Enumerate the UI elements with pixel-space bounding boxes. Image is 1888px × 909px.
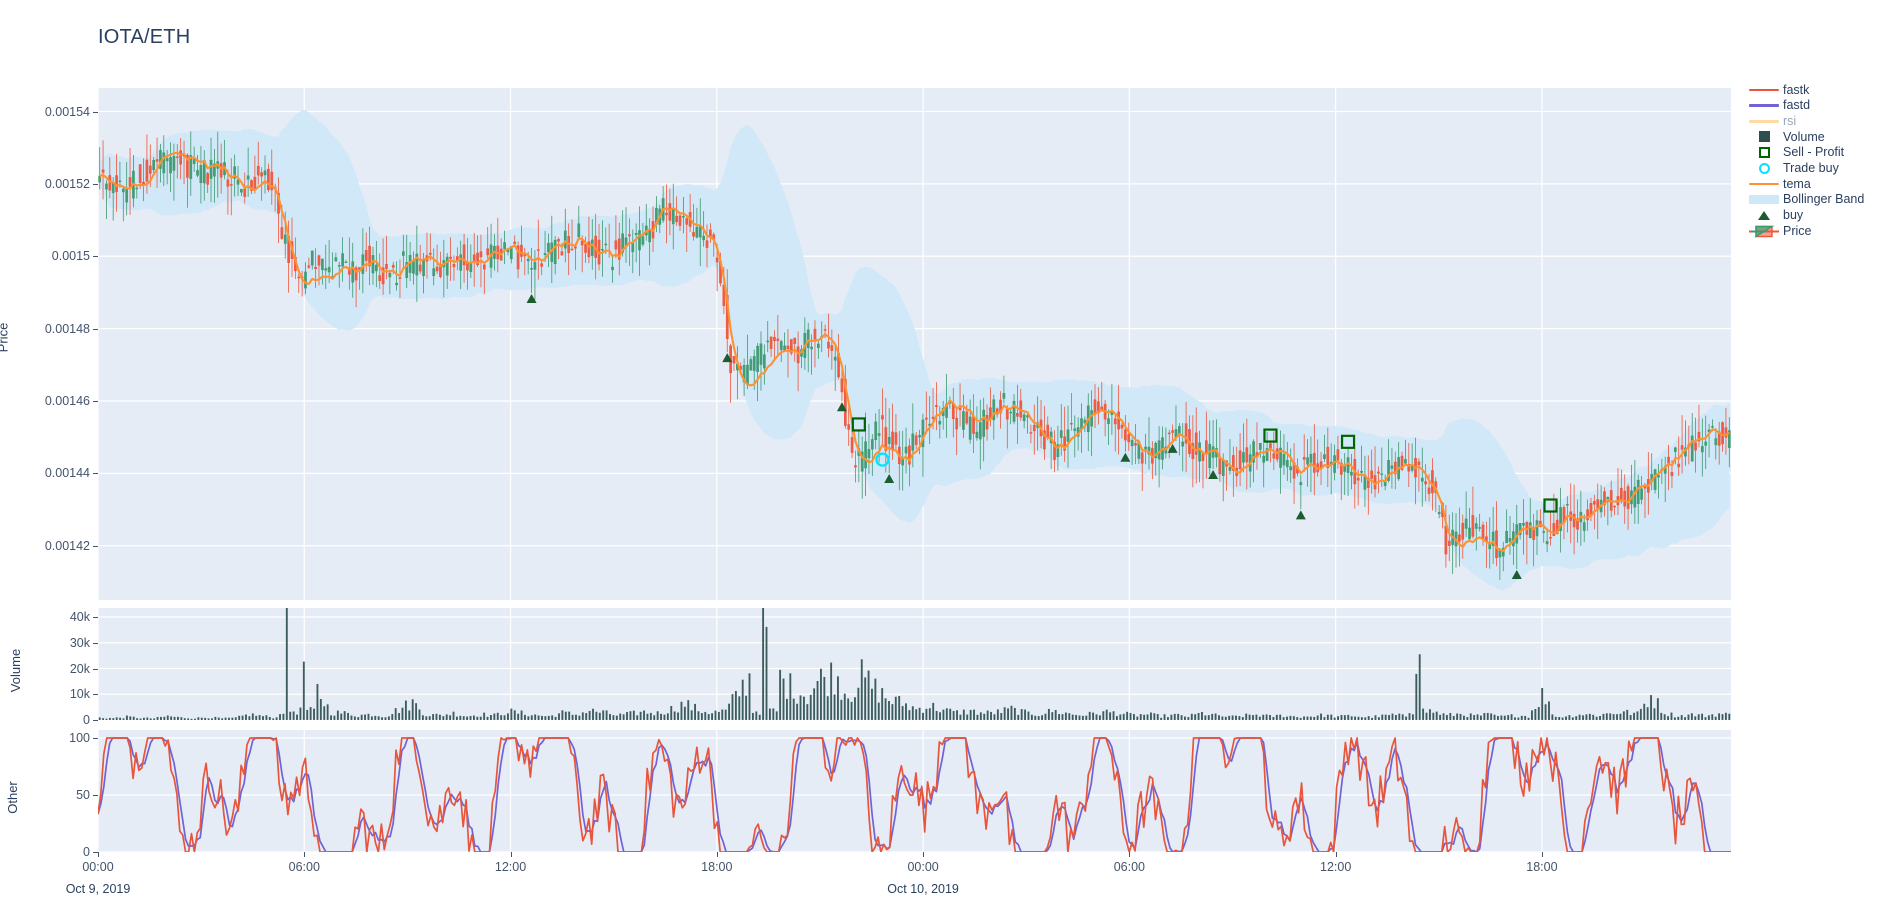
- legend-item-label: fastd: [1783, 98, 1811, 113]
- legend-item-label: Trade buy: [1783, 161, 1839, 176]
- y-axis-tick-label: 50: [76, 787, 90, 802]
- price-chart-svg: [98, 88, 1731, 600]
- legend-line-swatch: [1749, 119, 1779, 123]
- y-axis-tick-label: 0.00146: [44, 393, 90, 408]
- line-icon: [1745, 176, 1783, 191]
- legend-item-trade-buy[interactable]: Trade buy: [1745, 160, 1888, 176]
- x-axis-tick-mark: [510, 852, 512, 857]
- legend-item-label: Bollinger Band: [1783, 192, 1865, 207]
- other-axis-title: Other: [4, 781, 20, 814]
- band-icon: [1745, 192, 1783, 207]
- legend-square-swatch: [1758, 131, 1770, 143]
- x-axis-date-label: Oct 10, 2019: [887, 882, 959, 896]
- legend-item-volume[interactable]: Volume: [1745, 129, 1888, 145]
- tema-line: [99, 151, 1730, 552]
- legend-item-label: fastk: [1783, 82, 1810, 97]
- price-axis-title: Price: [0, 322, 11, 353]
- y-axis-tick-label: 30k: [69, 635, 90, 650]
- legend-band-swatch: [1749, 195, 1779, 205]
- candlestick-icon: [1749, 225, 1779, 238]
- x-axis-tick-label: 18:00: [1526, 860, 1558, 874]
- line-icon: [1745, 82, 1783, 97]
- legend-item-rsi[interactable]: rsi: [1745, 113, 1888, 129]
- fastk-line: [98, 737, 1731, 852]
- x-axis-tick-mark: [1129, 852, 1131, 857]
- chart-legend[interactable]: fastk fastd rsi Volume Sell - Profit Trade bu…: [1745, 82, 1888, 239]
- legend-item-tema[interactable]: tema: [1745, 176, 1888, 192]
- other-chart-panel[interactable]: [98, 730, 1731, 852]
- y-axis-tick-label: 10k: [69, 687, 90, 702]
- y-axis-tick-label: 20k: [69, 661, 90, 676]
- legend-item-label: buy: [1783, 208, 1804, 223]
- other-chart-svg: [98, 730, 1731, 852]
- y-axis-column: 0.00154 0.00152 0.0015 0.00148 0.00146 0.0014…: [0, 0, 98, 909]
- legend-item-price[interactable]: Price: [1745, 223, 1888, 239]
- sell-profit-markers: [851, 417, 1558, 513]
- square-icon: [1745, 129, 1783, 144]
- price-chart-panel[interactable]: [98, 88, 1731, 600]
- x-axis-tick-label: 12:00: [494, 860, 527, 874]
- x-axis-tick-label: 00:00: [82, 860, 114, 874]
- legend-item-label: rsi: [1783, 113, 1797, 128]
- legend-line-swatch: [1749, 104, 1779, 107]
- legend-item-bollinger-band[interactable]: Bollinger Band: [1745, 192, 1888, 208]
- x-axis-tick-mark: [304, 852, 306, 857]
- page-title: IOTA/ETH: [98, 26, 191, 48]
- x-axis-tick-label: 18:00: [701, 860, 733, 874]
- x-axis-tick-mark: [1335, 852, 1337, 857]
- x-axis-tick-mark: [1541, 852, 1543, 857]
- legend-item-fastd[interactable]: fastd: [1745, 98, 1888, 114]
- triangle-up-icon: [1745, 208, 1783, 223]
- legend-line-swatch: [1749, 182, 1779, 186]
- legend-circle-swatch: [1758, 162, 1770, 174]
- y-axis-tick-label: 0.00142: [44, 538, 90, 553]
- volume-chart-panel[interactable]: [98, 608, 1731, 720]
- legend-item-sell-profit[interactable]: Sell - Profit: [1745, 145, 1888, 161]
- x-axis-tick-label: 00:00: [907, 860, 939, 874]
- y-axis-tick-label: 40k: [69, 610, 90, 624]
- circle-open-icon: [1745, 161, 1783, 176]
- volume-axis-title: Volume: [8, 648, 24, 693]
- volume-chart-svg: [98, 608, 1731, 720]
- legend-item-fastk[interactable]: fastk: [1745, 82, 1888, 98]
- legend-item-label: Sell - Profit: [1783, 145, 1845, 160]
- legend-item-label: tema: [1783, 176, 1811, 191]
- bollinger-band: [99, 109, 1730, 591]
- y-axis-tick-label: 0.00152: [44, 176, 90, 191]
- y-axis-tick-label: 0.00144: [44, 466, 90, 481]
- legend-triangle-swatch: [1758, 210, 1770, 220]
- x-axis-tick-mark: [923, 852, 925, 857]
- volume-bars: [98, 608, 1731, 720]
- y-axis-tick-label: 0.00154: [44, 104, 90, 119]
- x-axis-tick-mark: [98, 852, 99, 857]
- x-axis-tick-label: 06:00: [1113, 860, 1145, 874]
- legend-item-buy[interactable]: buy: [1745, 208, 1888, 224]
- candlestick-icon-wrap: [1745, 224, 1783, 239]
- y-axis-tick-label: 0.0015: [51, 249, 90, 264]
- x-axis-tick-mark: [716, 852, 718, 857]
- legend-item-label: Price: [1783, 223, 1812, 238]
- square-open-icon: [1745, 145, 1783, 160]
- x-axis-tick-label: 06:00: [288, 860, 320, 874]
- y-axis-tick-label: 100: [69, 730, 90, 745]
- legend-line-swatch: [1749, 88, 1779, 92]
- legend-hollow-square-swatch: [1758, 147, 1770, 159]
- y-axis-tick-mark: [93, 720, 98, 721]
- y-axis-tick-label: 0: [83, 713, 90, 727]
- buy-markers: [526, 294, 1522, 580]
- line-icon: [1745, 98, 1783, 113]
- x-axis-tick-label: 12:00: [1320, 860, 1352, 874]
- y-axis-tick-label: 0.00148: [44, 321, 90, 336]
- legend-item-label: Volume: [1783, 129, 1825, 144]
- y-axis-tick-label: 0: [83, 845, 90, 859]
- trade-buy-markers: [875, 452, 890, 467]
- x-axis-date-label: Oct 9, 2019: [65, 882, 131, 896]
- line-icon: [1745, 114, 1783, 129]
